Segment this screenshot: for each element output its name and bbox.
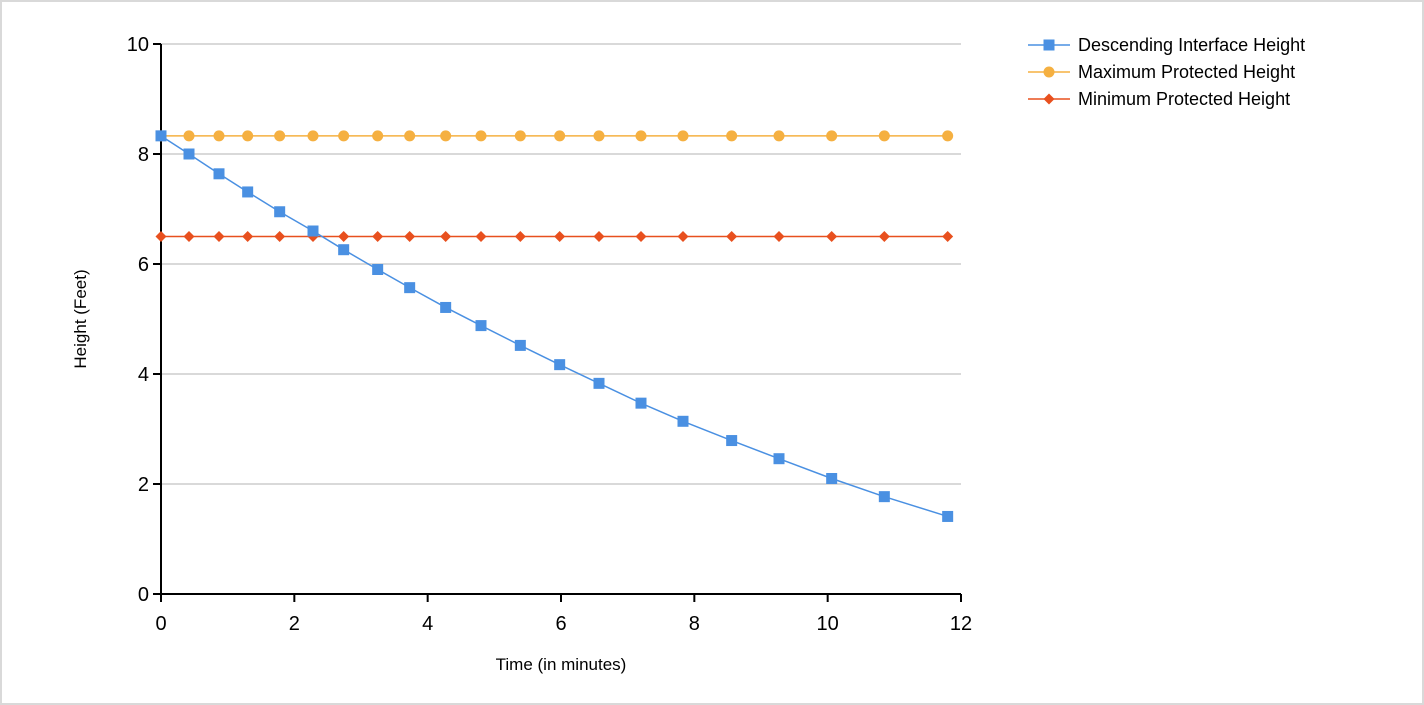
data-point bbox=[338, 130, 350, 142]
data-point bbox=[878, 130, 890, 142]
data-point bbox=[338, 231, 350, 242]
data-point bbox=[213, 168, 225, 180]
y-tick-label: 6 bbox=[138, 254, 149, 276]
legend-label: Descending Interface Height bbox=[1078, 35, 1305, 55]
series-descending-interface-height bbox=[155, 130, 954, 522]
legend-label: Maximum Protected Height bbox=[1078, 62, 1295, 82]
data-point bbox=[372, 231, 384, 242]
data-point bbox=[213, 130, 225, 142]
data-point bbox=[554, 231, 566, 242]
data-point bbox=[554, 130, 566, 142]
legend-item: Maximum Protected Height bbox=[1028, 62, 1295, 82]
data-point bbox=[440, 130, 452, 142]
legend-marker bbox=[1043, 39, 1055, 51]
y-tick-label: 4 bbox=[138, 364, 149, 386]
data-point bbox=[635, 231, 647, 242]
data-point bbox=[274, 206, 286, 218]
data-point bbox=[677, 130, 689, 142]
y-axis-ticks: 0 2 4 6 8 10 bbox=[127, 34, 161, 606]
data-point bbox=[514, 339, 526, 351]
data-point bbox=[514, 231, 526, 242]
legend: Descending Interface Height Maximum Prote… bbox=[1028, 35, 1305, 109]
legend-item: Minimum Protected Height bbox=[1028, 89, 1290, 109]
data-point bbox=[942, 130, 954, 142]
data-point bbox=[826, 130, 838, 142]
data-point bbox=[773, 130, 785, 142]
data-point bbox=[183, 148, 195, 160]
data-point bbox=[554, 359, 566, 371]
data-point bbox=[475, 231, 487, 242]
legend-item: Descending Interface Height bbox=[1028, 35, 1305, 55]
series-minimum-protected-height bbox=[155, 231, 954, 242]
data-point bbox=[183, 231, 195, 242]
data-point bbox=[677, 231, 689, 242]
data-point bbox=[307, 130, 319, 142]
data-point bbox=[826, 473, 838, 484]
data-point bbox=[440, 301, 452, 313]
series-line bbox=[160, 135, 948, 518]
x-tick-label: 0 bbox=[155, 613, 166, 635]
x-tick-label: 10 bbox=[817, 613, 839, 635]
legend-label: Minimum Protected Height bbox=[1078, 89, 1290, 109]
data-point bbox=[242, 231, 254, 242]
data-point bbox=[593, 377, 605, 389]
data-point bbox=[942, 231, 954, 242]
data-point bbox=[155, 130, 167, 142]
x-tick-label: 6 bbox=[555, 613, 566, 635]
y-axis-title: Height (Feet) bbox=[71, 269, 90, 368]
data-point bbox=[372, 264, 384, 275]
series-maximum-protected-height bbox=[155, 130, 954, 142]
data-point bbox=[942, 510, 954, 522]
axes bbox=[160, 44, 961, 595]
data-point bbox=[307, 225, 319, 237]
data-point bbox=[183, 130, 195, 142]
data-point bbox=[475, 130, 487, 142]
data-point bbox=[726, 130, 738, 142]
data-point bbox=[773, 231, 785, 242]
data-point bbox=[878, 231, 890, 242]
gridlines bbox=[161, 43, 961, 485]
data-point bbox=[338, 244, 350, 256]
legend-marker bbox=[1043, 93, 1055, 105]
data-point bbox=[404, 282, 416, 294]
data-point bbox=[514, 130, 526, 142]
data-point bbox=[404, 231, 416, 242]
x-tick-label: 12 bbox=[950, 613, 972, 635]
series-layer bbox=[155, 130, 954, 522]
x-tick-label: 4 bbox=[422, 613, 433, 635]
y-tick-label: 0 bbox=[138, 584, 149, 606]
data-point bbox=[635, 130, 647, 142]
data-point bbox=[440, 231, 452, 242]
data-point bbox=[274, 231, 286, 242]
data-point bbox=[242, 130, 254, 142]
data-point bbox=[475, 320, 487, 332]
x-axis-ticks: 0 2 4 6 8 10 12 bbox=[155, 594, 972, 635]
x-axis-title: Time (in minutes) bbox=[496, 655, 627, 674]
data-point bbox=[878, 491, 890, 503]
data-point bbox=[372, 130, 384, 142]
data-point bbox=[677, 415, 689, 427]
data-point bbox=[773, 453, 785, 465]
data-point bbox=[726, 231, 738, 242]
y-tick-label: 2 bbox=[138, 474, 149, 496]
data-point bbox=[242, 186, 254, 198]
x-tick-label: 8 bbox=[689, 613, 700, 635]
data-point bbox=[155, 231, 167, 242]
data-point bbox=[274, 130, 286, 142]
legend-marker bbox=[1043, 66, 1055, 78]
data-point bbox=[826, 231, 838, 242]
data-point bbox=[213, 231, 225, 242]
data-point bbox=[726, 435, 738, 447]
data-point bbox=[404, 130, 416, 142]
y-tick-label: 8 bbox=[138, 144, 149, 166]
x-tick-label: 2 bbox=[289, 613, 300, 635]
y-tick-label: 10 bbox=[127, 34, 149, 56]
data-point bbox=[635, 397, 647, 409]
data-point bbox=[593, 130, 605, 142]
data-point bbox=[593, 231, 605, 242]
